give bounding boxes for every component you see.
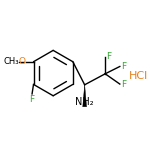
- Text: F: F: [29, 95, 35, 104]
- Text: CH₃: CH₃: [3, 57, 19, 66]
- Text: F: F: [121, 62, 126, 71]
- Text: HCl: HCl: [128, 71, 148, 81]
- Text: O: O: [19, 57, 26, 66]
- Text: F: F: [106, 52, 111, 61]
- Text: NH₂: NH₂: [75, 97, 94, 107]
- Polygon shape: [83, 85, 87, 107]
- Text: F: F: [121, 79, 126, 89]
